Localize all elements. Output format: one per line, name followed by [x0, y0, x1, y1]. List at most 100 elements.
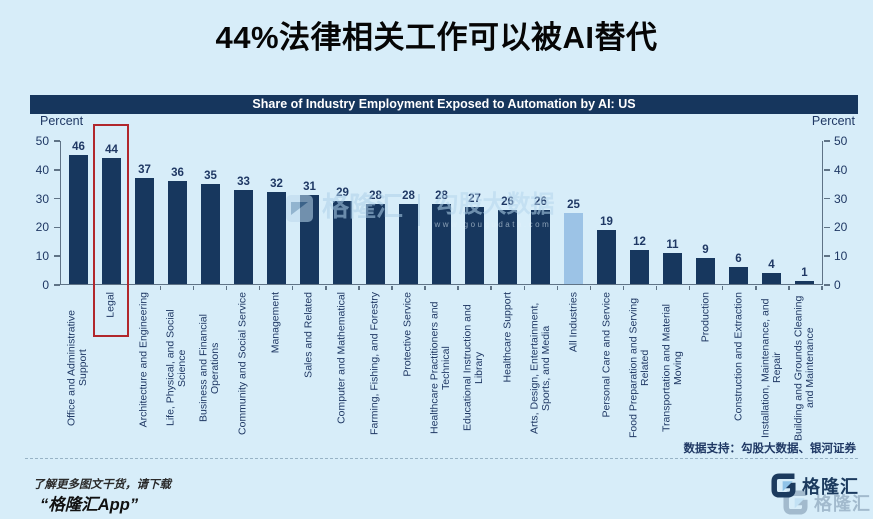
x-axis-label-cell: Installation, Maintenance, and Repair [757, 285, 790, 449]
x-axis-label: Sales and Related [302, 292, 315, 378]
bar-column: 33 [228, 141, 259, 284]
watermark: 格隆汇 勾股大数据 www.gougudata.com [286, 192, 555, 229]
bar-column: 28 [426, 141, 457, 284]
bar-value-label: 29 [336, 187, 349, 200]
bar-column: 19 [591, 141, 622, 284]
bar-value-label: 44 [105, 144, 118, 157]
bar [201, 183, 220, 284]
bar [102, 158, 121, 284]
x-axis-label: Architecture and Engineering [136, 292, 149, 428]
y-axis-tick [823, 284, 830, 286]
footer-divider [25, 458, 858, 459]
bar-value-label: 27 [468, 192, 481, 205]
bar-value-label: 28 [369, 189, 382, 202]
bar-column: 26 [492, 141, 523, 284]
chart-plot-area: 46 44 37 36 35 33 32 31 29 28 28 28 27 26 26 25 19 12 11 9 6… [36, 134, 848, 292]
bar [432, 203, 451, 284]
bar-value-label: 37 [138, 164, 151, 177]
bar-value-label: 6 [735, 252, 742, 265]
bar [234, 189, 253, 284]
bar-column: 26 [525, 141, 556, 284]
x-axis-label-cell: Production [690, 285, 724, 449]
bar-column: 28 [360, 141, 391, 284]
bar [498, 209, 517, 284]
bar-value-label: 12 [633, 235, 646, 248]
y-axis-tick [823, 140, 830, 142]
x-axis-label: Farming, Fishing, and Forestry [368, 292, 381, 435]
bar-value-label: 1 [801, 267, 808, 280]
bar-column: 37 [129, 141, 160, 284]
x-axis-label: Transportation and Material Moving [660, 304, 684, 433]
bars-container: 46 44 37 36 35 33 32 31 29 28 28 28 27 26 26 25 19 12 11 9 6… [61, 141, 822, 284]
x-axis-label-cell: Construction and Extraction [724, 285, 757, 449]
bar-value-label: 28 [402, 189, 415, 202]
y-axis-tick-label: 20 [35, 220, 49, 235]
bar-value-label: 26 [501, 195, 514, 208]
bar-value-label: 32 [270, 178, 283, 191]
bar-column: 11 [657, 141, 688, 284]
bar-column: 27 [459, 141, 490, 284]
y-axis-tick [53, 284, 60, 286]
bar-column: 1 [789, 141, 820, 284]
x-axis-label-cell: Computer and Mathematical [327, 285, 360, 449]
bar [267, 192, 286, 284]
watermark-brand: 格隆汇 [322, 192, 403, 222]
y-axis-tick-label: 30 [834, 191, 848, 206]
x-axis-label-cell: Management [260, 285, 294, 449]
x-axis-label-cell: Sales and Related [294, 285, 327, 449]
x-axis-label-cell: Office and Administrative Support [62, 285, 95, 449]
y-axis-tick-label: 30 [35, 191, 49, 206]
x-axis-label-cell: Architecture and Engineering [128, 285, 162, 449]
x-axis-label-cell: Protective Service [393, 285, 426, 449]
y-axis-tick [53, 169, 60, 171]
bar-value-label: 31 [303, 181, 316, 194]
x-axis-label: Healthcare Practitioners and Technical [428, 301, 453, 435]
y-axis-tick-label: 0 [42, 278, 49, 292]
bar [564, 212, 583, 284]
bar [366, 203, 385, 284]
y-axis-tick-label: 20 [834, 220, 848, 235]
bar-column: 32 [261, 141, 292, 284]
bar [630, 249, 649, 284]
x-axis-label: Life, Physical, and Social Science [164, 309, 188, 427]
bar [168, 181, 187, 284]
y-axis-tick [823, 197, 830, 200]
x-axis-label-cell: Life, Physical, and Social Science [161, 285, 195, 449]
bar-column: 46 [63, 141, 94, 284]
y-axis-label-left: Percent [40, 114, 84, 128]
bar [531, 209, 550, 284]
promo-text: 了解更多图文干货，请下载 [33, 479, 171, 491]
bar [465, 206, 484, 284]
bar-value-label: 4 [768, 258, 775, 271]
y-axis-tick [53, 226, 60, 229]
x-axis-labels: Office and Administrative Support Legal Ar… [60, 285, 823, 449]
bar-value-label: 36 [171, 167, 184, 180]
x-axis-label-cell: All Industries [558, 285, 592, 449]
bar-value-label: 19 [600, 215, 613, 228]
bar [333, 201, 352, 284]
gelonghui-logo-icon [771, 473, 796, 498]
x-axis-label: Computer and Mathematical [335, 292, 348, 424]
y-axis-tick [53, 140, 60, 142]
bar [663, 252, 682, 284]
bar-column: 44 [96, 141, 127, 284]
bar [795, 281, 814, 284]
bar-column: 9 [690, 141, 721, 284]
x-axis-label-cell: Community and Social Service [227, 285, 261, 449]
x-axis-label: Construction and Extraction [732, 292, 745, 421]
bar [762, 272, 781, 284]
y-axis-tick [53, 255, 60, 257]
bar-value-label: 26 [534, 195, 547, 208]
x-axis-label: Management [269, 292, 282, 354]
x-axis-label: Educational Instruction and Library [461, 304, 486, 432]
brand-logo-text: 格隆汇 [802, 476, 859, 497]
bar-column: 4 [756, 141, 787, 284]
bar-column: 12 [624, 141, 655, 284]
page-title: 44%法律相关工作可以被AI替代 [215, 20, 658, 55]
data-source-credit: 数据支持：勾股大数据、银河证券 [683, 443, 857, 455]
x-axis-label: Building and Grounds Cleaning and Mainte… [792, 295, 817, 441]
x-axis-label-cell: Transportation and Material Moving [657, 285, 691, 449]
bar-value-label: 46 [72, 141, 85, 153]
x-axis-label-cell: Building and Grounds Cleaning and Mainte… [790, 285, 823, 449]
